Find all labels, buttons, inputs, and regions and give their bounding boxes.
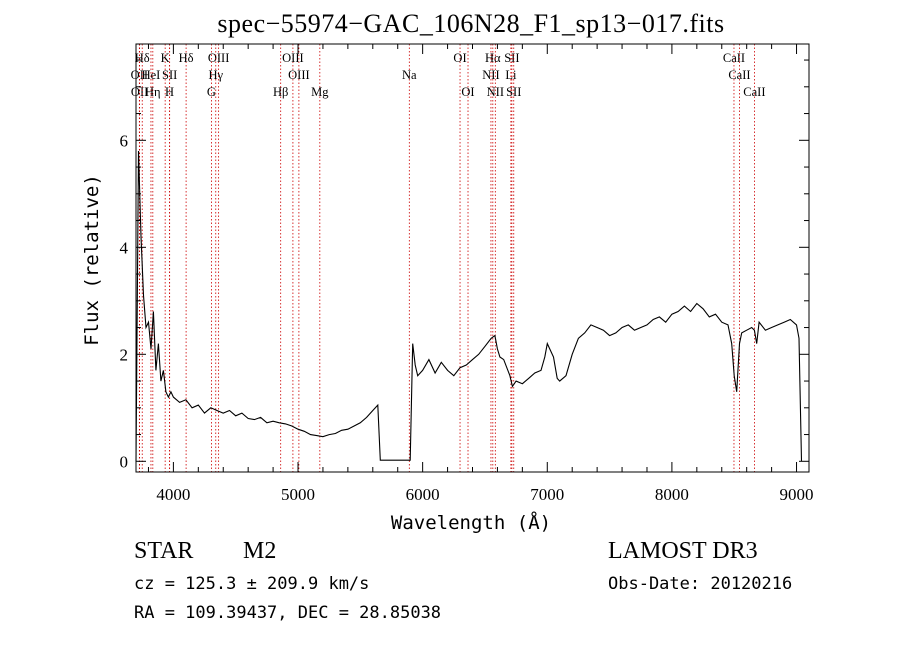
spectral-line-label: CaII <box>743 85 765 99</box>
spectral-line-label: CaII <box>728 68 750 82</box>
spectral-line-label: HeI <box>142 68 161 82</box>
spectral-line-label: H <box>165 85 174 99</box>
y-axis-ticks: 0 2 4 6 <box>120 59 809 471</box>
redshift-velocity: cz = 125.3 ± 209.9 km/s <box>134 574 370 594</box>
spectral-line-label: Hδ <box>179 51 194 65</box>
plot-frame <box>135 43 810 473</box>
x-tick-label: 8000 <box>655 485 689 504</box>
spectral-line-label: G <box>207 85 216 99</box>
y-tick-label: 4 <box>120 238 129 257</box>
spectral-line-label: OII <box>131 68 148 82</box>
object-class: STAR <box>134 538 194 564</box>
survey-name: LAMOST DR3 <box>608 538 758 564</box>
spectral-line-label: Hβ <box>273 85 288 99</box>
x-tick-label: 7000 <box>530 485 564 504</box>
spectral-line-label: OII <box>131 85 148 99</box>
x-tick-label: 4000 <box>156 485 190 504</box>
spectral-line-label: K <box>161 51 170 65</box>
y-tick-label: 6 <box>120 131 129 150</box>
x-tick-label: 9000 <box>780 485 814 504</box>
x-tick-label: 6000 <box>406 485 440 504</box>
spectral-line-label: CaII <box>723 51 745 65</box>
y-axis-label: Flux (relative) <box>81 174 103 346</box>
object-subclass: M2 <box>243 538 277 564</box>
spectral-line-label: OIII <box>288 68 310 82</box>
spectrum-line <box>135 150 803 462</box>
spectral-line-label: OIII <box>208 51 230 65</box>
spectral-line-label: SII <box>162 68 177 82</box>
chart-title: spec−55974−GAC_106N28_F1_sp13−017.fits <box>217 9 724 38</box>
spectral-line-label: Hδ <box>135 51 150 65</box>
x-axis-label: Wavelength (Å) <box>391 511 551 534</box>
coordinates: RA = 109.39437, DEC = 28.85038 <box>134 603 442 623</box>
spectral-line-label: Li <box>505 68 517 82</box>
spectral-line-label: SII <box>506 85 521 99</box>
spectral-line-label: Hη <box>145 85 161 99</box>
spectral-line-label: OI <box>461 85 474 99</box>
spectral-line-label: Mg <box>311 85 329 99</box>
spectral-line-label: SII <box>504 51 519 65</box>
spectral-line-label: NII <box>482 68 499 82</box>
observation-date: Obs-Date: 20120216 <box>608 574 793 594</box>
spectral-line-label: Hα <box>485 51 501 65</box>
x-axis-ticks: 4000 5000 6000 7000 8000 9000 <box>147 44 814 504</box>
spectral-line-label: Na <box>402 68 417 82</box>
spectral-line-label: OIII <box>282 51 304 65</box>
spectral-line-label: OI <box>453 51 466 65</box>
y-tick-label: 2 <box>120 345 129 364</box>
spectral-line-label: NII <box>487 85 504 99</box>
x-tick-label: 5000 <box>281 485 315 504</box>
y-tick-label: 0 <box>120 452 129 471</box>
spectral-line-label: Hγ <box>208 68 223 82</box>
